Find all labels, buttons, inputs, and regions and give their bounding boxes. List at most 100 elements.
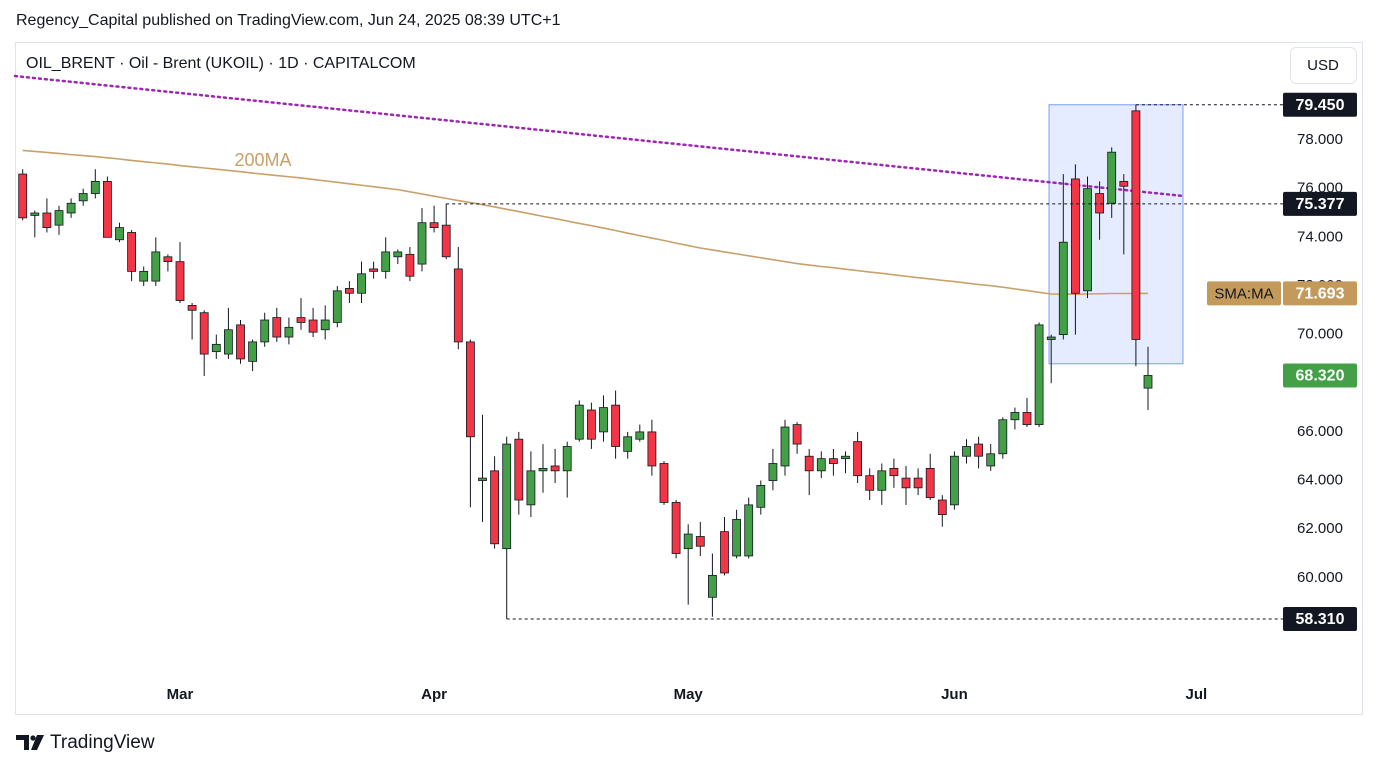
ma-annotation: 200MA bbox=[234, 150, 291, 170]
candle-body bbox=[187, 305, 197, 311]
candle-body bbox=[1071, 178, 1080, 294]
candle-body bbox=[1034, 324, 1044, 426]
candle-body bbox=[30, 212, 40, 216]
candle-body bbox=[478, 477, 487, 481]
y-tick-label: 78.000 bbox=[1297, 131, 1343, 148]
candle-body bbox=[465, 341, 475, 438]
candle-body bbox=[587, 409, 596, 440]
candle-body bbox=[284, 326, 294, 338]
chart-frame bbox=[15, 42, 1363, 715]
candle-body bbox=[357, 273, 366, 294]
candle-body bbox=[659, 463, 669, 503]
candle-body bbox=[1107, 151, 1117, 204]
candle-body bbox=[236, 324, 245, 360]
candle-body bbox=[1046, 336, 1056, 340]
price-label-bg bbox=[1283, 92, 1357, 117]
tradingview-logo: TradingView bbox=[16, 732, 155, 753]
candle-body bbox=[1131, 110, 1141, 340]
candle-body bbox=[732, 519, 741, 557]
candle-body bbox=[937, 499, 947, 516]
x-tick-label: May bbox=[674, 686, 704, 703]
candle-body bbox=[320, 319, 330, 331]
candle-body bbox=[1083, 188, 1092, 292]
candle-body bbox=[599, 407, 608, 433]
candle-body bbox=[574, 404, 584, 440]
price-label-name-bg bbox=[1207, 281, 1281, 306]
y-tick-label: 64.000 bbox=[1297, 472, 1343, 489]
candle-body bbox=[913, 477, 923, 489]
price-label-bg bbox=[1283, 281, 1357, 306]
price-label: 68.320 bbox=[1296, 368, 1345, 385]
logo-icon bbox=[16, 735, 29, 750]
logo-text: TradingView bbox=[50, 732, 155, 753]
candle-body bbox=[405, 253, 415, 277]
price-label: 75.377 bbox=[1296, 196, 1345, 213]
trendline bbox=[13, 74, 1185, 198]
candle-body bbox=[877, 470, 887, 491]
currency-box[interactable] bbox=[1290, 47, 1357, 84]
candle-body bbox=[1119, 180, 1129, 187]
candle-body bbox=[635, 431, 645, 440]
y-tick-label: 70.000 bbox=[1297, 326, 1343, 343]
candle-body bbox=[514, 438, 524, 501]
candle-body bbox=[780, 426, 790, 467]
candle-body bbox=[139, 270, 149, 282]
candle-body bbox=[623, 436, 633, 452]
logo-icon bbox=[31, 735, 44, 750]
candle-body bbox=[853, 441, 862, 477]
price-label-bg bbox=[1283, 191, 1357, 216]
y-tick-label: 62.000 bbox=[1297, 520, 1343, 537]
x-tick-label: Apr bbox=[421, 686, 447, 703]
candle-body bbox=[296, 317, 306, 323]
candle-body bbox=[151, 251, 161, 282]
candle-body bbox=[538, 467, 548, 472]
candle-body bbox=[889, 467, 899, 477]
candle-body bbox=[550, 465, 560, 472]
range-box bbox=[1048, 104, 1184, 365]
candle-body bbox=[768, 463, 778, 481]
candle-body bbox=[756, 485, 766, 508]
candle-body bbox=[816, 458, 826, 472]
candle-body bbox=[611, 404, 620, 447]
price-label: 58.310 bbox=[1296, 611, 1345, 628]
candle-body bbox=[986, 453, 996, 467]
candle-body bbox=[925, 467, 935, 498]
candle-body bbox=[647, 431, 657, 467]
candle-body bbox=[223, 329, 233, 355]
candle-body bbox=[490, 470, 500, 545]
candle-body bbox=[865, 475, 875, 491]
y-tick-label: 60.000 bbox=[1297, 569, 1343, 586]
candle-body bbox=[369, 268, 379, 272]
candle-body bbox=[90, 180, 100, 194]
candle-body bbox=[829, 458, 838, 464]
candle-body bbox=[998, 419, 1008, 455]
candle-body bbox=[1095, 193, 1104, 214]
candle-body bbox=[260, 319, 270, 343]
candle-body bbox=[453, 268, 463, 343]
price-label: 79.450 bbox=[1296, 97, 1345, 114]
y-tick-label: 74.000 bbox=[1297, 228, 1343, 245]
candle-body bbox=[441, 224, 451, 258]
candle-body bbox=[962, 446, 971, 457]
candle-body bbox=[804, 455, 814, 472]
candle-body bbox=[695, 536, 705, 547]
candle-body bbox=[54, 210, 64, 226]
candle-body bbox=[671, 502, 681, 554]
x-tick-label: Jun bbox=[941, 686, 968, 703]
currency[interactable]: USD bbox=[1307, 57, 1339, 74]
x-tick-label: Mar bbox=[167, 686, 194, 703]
y-tick-label: 66.000 bbox=[1297, 423, 1343, 440]
candle-body bbox=[393, 251, 403, 258]
price-label-bg bbox=[1283, 363, 1357, 388]
candle-body bbox=[248, 341, 258, 362]
candle-body bbox=[163, 256, 173, 263]
price-label-name: SMA:MA bbox=[1214, 285, 1273, 302]
candle-body bbox=[211, 343, 221, 353]
price-axis: 60.00062.00064.00066.00068.00070.00072.0… bbox=[1207, 92, 1357, 631]
candle-body bbox=[502, 443, 512, 550]
plot-area: 200MA bbox=[13, 74, 1283, 620]
candle-body bbox=[175, 261, 185, 301]
candle-body bbox=[744, 504, 754, 557]
